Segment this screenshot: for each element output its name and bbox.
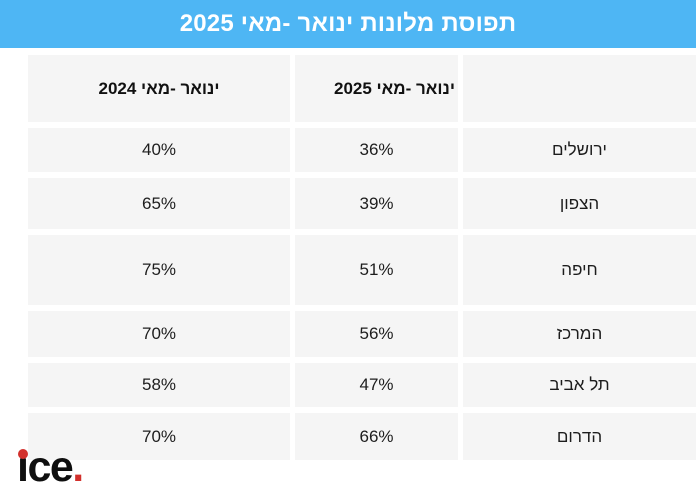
- occupancy-2025-cell: 66%: [295, 413, 458, 460]
- occupancy-2024-cell: 75%: [28, 235, 290, 305]
- region-cell: תל אביב: [463, 363, 696, 407]
- page-title: תפוסת מלונות ינואר -מאי 2025: [179, 10, 517, 37]
- title-banner: תפוסת מלונות ינואר -מאי 2025: [0, 0, 696, 48]
- ice-logo: ıce.: [17, 443, 84, 491]
- header-cell-2025: ינואר -מאי 2025: [295, 55, 458, 122]
- occupancy-2024-cell: 40%: [28, 128, 290, 172]
- occupancy-2024-cell: 70%: [28, 311, 290, 357]
- occupancy-2024-cell: 65%: [28, 178, 290, 229]
- occupancy-2025-cell: 51%: [295, 235, 458, 305]
- header-cell-region-empty: [463, 55, 696, 122]
- ice-logo-period: .: [72, 443, 84, 491]
- header-cell-2024: ינואר -מאי 2024: [28, 55, 290, 122]
- occupancy-2025-cell: 56%: [295, 311, 458, 357]
- occupancy-2024-cell: 58%: [28, 363, 290, 407]
- region-cell: הצפון: [463, 178, 696, 229]
- ice-logo-ce: ce: [27, 443, 73, 491]
- occupancy-2025-cell: 36%: [295, 128, 458, 172]
- occupancy-2024-cell: 70%: [28, 413, 290, 460]
- occupancy-2025-cell: 47%: [295, 363, 458, 407]
- region-cell: המרכז: [463, 311, 696, 357]
- occupancy-table: ינואר -מאי 2024 ינואר -מאי 2025 40% 36% …: [28, 55, 696, 460]
- ice-logo-red-dot-icon: [18, 449, 28, 459]
- region-cell: ירושלים: [463, 128, 696, 172]
- region-cell: הדרום: [463, 413, 696, 460]
- region-cell: חיפה: [463, 235, 696, 305]
- occupancy-2025-cell: 39%: [295, 178, 458, 229]
